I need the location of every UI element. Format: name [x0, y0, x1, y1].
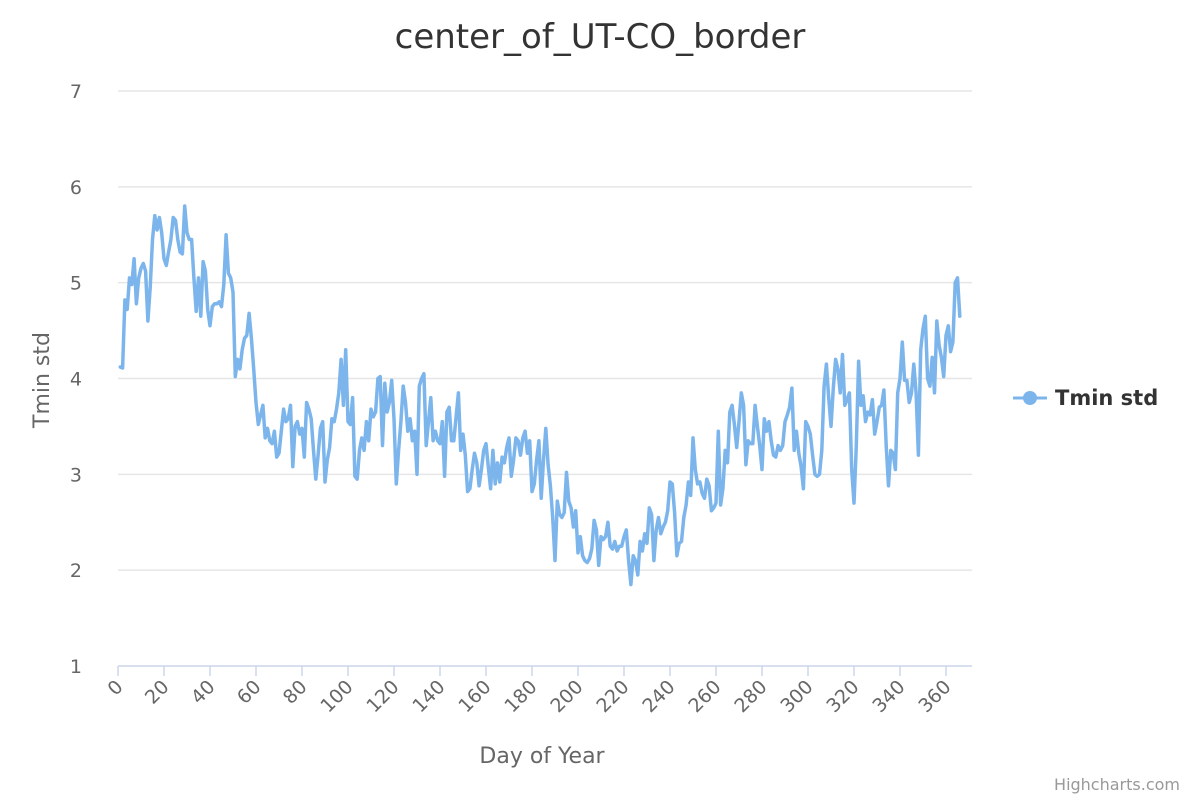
x-tick-label: 100: [316, 676, 357, 717]
y-axis-title: Tmin std: [30, 332, 55, 429]
series-layer: [118, 204, 962, 587]
x-tick-label: 360: [914, 676, 955, 717]
x-tick-label: 80: [279, 676, 312, 709]
chart-title: center_of_UT-CO_border: [395, 17, 806, 57]
y-tick-label: 7: [70, 81, 82, 103]
y-tick-label: 5: [70, 273, 82, 295]
y-tick-label: 6: [70, 177, 82, 199]
x-tick-label: 220: [592, 676, 633, 717]
series-line-tmin-std[interactable]: [118, 204, 962, 587]
x-tick-label: 300: [776, 676, 817, 717]
x-tick-label: 340: [868, 676, 909, 717]
y-tick-label: 1: [70, 656, 82, 678]
x-tick-label: 120: [362, 676, 403, 717]
legend-label: Tmin std: [1055, 386, 1158, 410]
x-axis-title: Day of Year: [479, 744, 605, 769]
x-tick-label: 320: [822, 676, 863, 717]
legend-marker-icon: [1023, 391, 1037, 405]
x-tick-label: 280: [730, 676, 771, 717]
credits-link[interactable]: Highcharts.com: [1054, 775, 1180, 794]
axis-layer: 1 2 3 4 5 6 7 0 20 40 60 80 100 120 140 160 180 200 220 240…: [70, 81, 972, 717]
x-tick-label: 20: [141, 676, 174, 709]
grid-layer: [118, 90, 972, 571]
y-tick-label: 4: [70, 369, 82, 391]
x-tick-label: 180: [500, 676, 541, 717]
x-tick-label: 140: [408, 676, 449, 717]
x-tick-label: 260: [684, 676, 725, 717]
x-tick-label: 200: [546, 676, 587, 717]
x-tick-label: 160: [454, 676, 495, 717]
legend-item-tmin-std[interactable]: Tmin std: [1013, 386, 1158, 410]
y-tick-label: 2: [70, 560, 82, 582]
y-tick-label: 3: [70, 464, 82, 486]
x-tick-label: 60: [233, 676, 266, 709]
x-tick-label: 40: [187, 676, 220, 709]
x-tick-label: 0: [103, 676, 127, 700]
x-tick-label: 240: [638, 676, 679, 717]
